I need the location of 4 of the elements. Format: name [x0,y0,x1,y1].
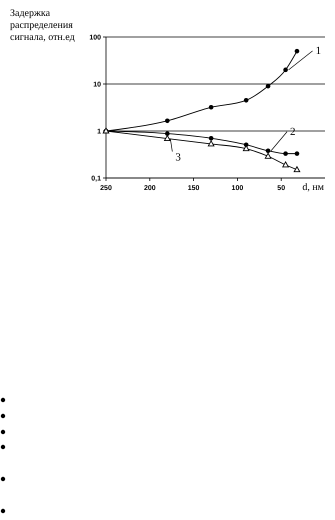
legend-label: 3 [175,152,182,164]
y-axis-title: Задержка распределения сигнала, отн.ед [10,8,75,43]
x-axis-title: d, нм [302,182,325,193]
series-label: 1 [316,44,322,57]
